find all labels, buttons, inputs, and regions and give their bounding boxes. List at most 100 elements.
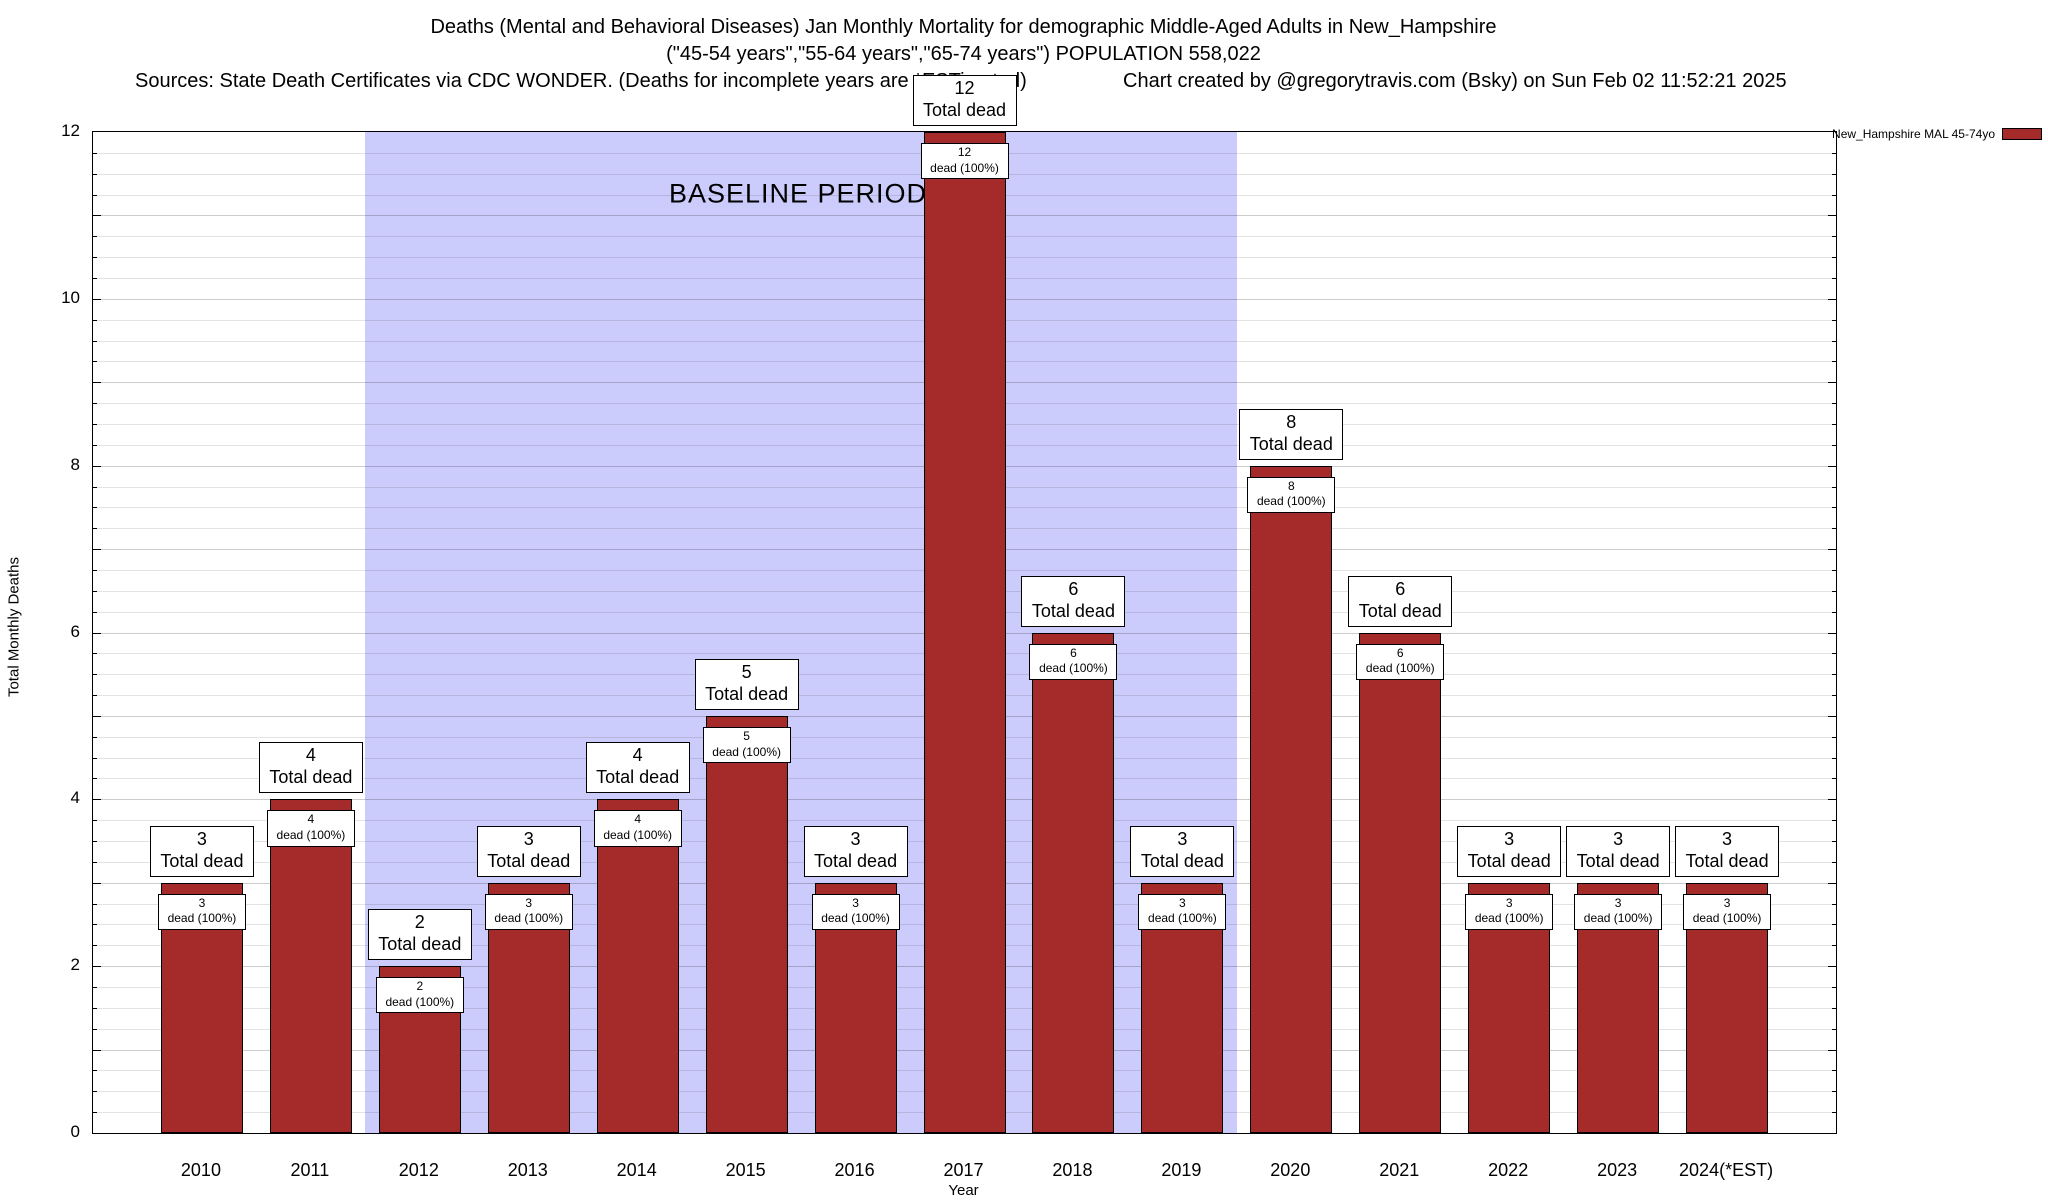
bar-value-label-2020: 8 dead (100%) xyxy=(1247,476,1336,513)
y-tick xyxy=(1828,215,1836,217)
x-tick-label-2017: 2017 xyxy=(943,1160,984,1180)
y-tick xyxy=(93,841,97,843)
bar-value-text: dead (100%) xyxy=(1692,911,1762,926)
y-tick xyxy=(93,1112,97,1114)
y-tick xyxy=(1832,1007,1836,1009)
total-dead-count: 12 xyxy=(954,78,975,99)
bar-value-label-2015: 5 dead (100%) xyxy=(702,726,791,764)
y-tick xyxy=(1832,778,1836,780)
y-tick xyxy=(93,194,97,196)
y-tick xyxy=(1832,695,1836,697)
y-tick xyxy=(93,549,101,551)
bar-value-count: 6 xyxy=(1396,645,1404,660)
total-dead-count: 3 xyxy=(1504,828,1515,849)
y-tick xyxy=(1832,611,1836,613)
y-tick xyxy=(93,903,97,905)
x-tick-label-2023: 2023 xyxy=(1597,1160,1638,1180)
y-tick xyxy=(93,319,97,321)
y-tick xyxy=(1828,715,1836,717)
total-dead-text: Total dead xyxy=(269,767,353,788)
y-tick-label-10: 10 xyxy=(61,287,80,307)
bar-value-label-2010: 3 dead (100%) xyxy=(157,893,246,930)
bar-value-count: 3 xyxy=(525,895,533,910)
bar-value-label-2017: 12 dead (100%) xyxy=(920,143,1009,180)
y-tick xyxy=(93,820,97,822)
bar-value-count: 6 xyxy=(1070,645,1077,660)
x-tick-label-2020: 2020 xyxy=(1270,1160,1311,1180)
y-tick xyxy=(93,215,101,217)
y-tick xyxy=(1832,257,1836,259)
y-tick xyxy=(1828,298,1836,300)
bar-value-text: dead (100%) xyxy=(821,911,890,926)
x-tick-label-2011: 2011 xyxy=(290,1160,330,1180)
bar-value-label-2024(*EST): 3 dead (100%) xyxy=(1683,893,1772,930)
total-dead-text: Total dead xyxy=(1358,600,1442,621)
x-tick-label-2015: 2015 xyxy=(725,1160,766,1180)
y-tick xyxy=(93,277,97,279)
y-tick xyxy=(1832,173,1836,175)
y-tick xyxy=(1832,319,1836,321)
bar-value-label-2016: 3 dead (100%) xyxy=(811,893,900,930)
total-dead-label-2023: 3 Total dead xyxy=(1566,825,1671,877)
bar-value-label-2014: 4 dead (100%) xyxy=(593,810,682,847)
bar-value-count: 2 xyxy=(416,979,424,994)
y-tick xyxy=(93,924,97,926)
bar-value-count: 4 xyxy=(634,812,642,827)
total-dead-count: 3 xyxy=(1613,828,1624,849)
y-tick xyxy=(1832,924,1836,926)
y-tick-label-12: 12 xyxy=(61,121,80,140)
y-tick xyxy=(1832,674,1836,676)
chart-sources-note: Sources: State Death Certificates via CD… xyxy=(135,70,1027,92)
y-tick xyxy=(1832,152,1836,154)
total-dead-text: Total dead xyxy=(814,850,898,871)
y-tick xyxy=(93,674,97,676)
total-dead-text: Total dead xyxy=(1576,850,1660,871)
bar-value-text: dead (100%) xyxy=(1474,911,1544,926)
total-dead-text: Total dead xyxy=(1685,850,1769,871)
bar-value-label-2018: 6 dead (100%) xyxy=(1029,643,1118,680)
total-dead-count: 3 xyxy=(850,828,861,849)
y-tick xyxy=(1832,194,1836,196)
legend-label: New_Hampshire MAL 45-74yo xyxy=(1832,127,1995,141)
y-tick-label-8: 8 xyxy=(70,454,80,474)
total-dead-label-2013: 3 Total dead xyxy=(476,825,581,877)
total-dead-text: Total dead xyxy=(160,850,244,871)
y-tick xyxy=(93,569,97,571)
total-dead-label-2011: 4 Total dead xyxy=(258,742,363,794)
total-dead-text: Total dead xyxy=(1140,850,1224,871)
x-tick-label-2010: 2010 xyxy=(180,1160,221,1180)
y-tick xyxy=(93,257,97,259)
y-tick xyxy=(93,799,101,801)
total-dead-label-2017: 12 Total dead xyxy=(912,75,1017,126)
y-tick xyxy=(93,632,101,634)
total-dead-text: Total dead xyxy=(922,100,1007,121)
y-tick xyxy=(93,152,97,154)
total-dead-text: Total dead xyxy=(487,850,571,871)
bar-value-count: 8 xyxy=(1287,478,1295,493)
y-tick xyxy=(1832,403,1836,405)
x-tick-label-2021: 2021 xyxy=(1379,1160,1420,1180)
y-tick xyxy=(93,444,97,446)
y-tick xyxy=(93,486,97,488)
bar-value-text: dead (100%) xyxy=(1039,661,1108,676)
bar-value-text: dead (100%) xyxy=(603,827,673,842)
y-tick xyxy=(93,611,97,613)
y-tick xyxy=(93,715,101,717)
y-tick xyxy=(1828,882,1836,884)
y-tick xyxy=(93,653,97,655)
total-dead-label-2020: 8 Total dead xyxy=(1239,408,1344,460)
y-tick xyxy=(1832,820,1836,822)
total-dead-label-2024(*EST): 3 Total dead xyxy=(1675,825,1780,877)
x-tick-label-2022: 2022 xyxy=(1488,1160,1529,1180)
y-tick xyxy=(93,340,97,342)
plot-area: BASELINE PERIOD 3 Total dead 3 dead (100%) 4 T… xyxy=(92,75,1837,1134)
legend: New_Hampshire MAL 45-74yo xyxy=(1832,127,2042,141)
bar-value-text: dead (100%) xyxy=(276,827,346,842)
total-dead-text: Total dead xyxy=(705,683,789,704)
y-tick xyxy=(1828,549,1836,551)
y-tick xyxy=(1832,340,1836,342)
y-tick xyxy=(93,1007,97,1009)
x-axis-title: Year xyxy=(948,1182,979,1199)
bar-value-count: 3 xyxy=(198,895,206,910)
total-dead-label-2018: 6 Total dead xyxy=(1021,575,1126,627)
